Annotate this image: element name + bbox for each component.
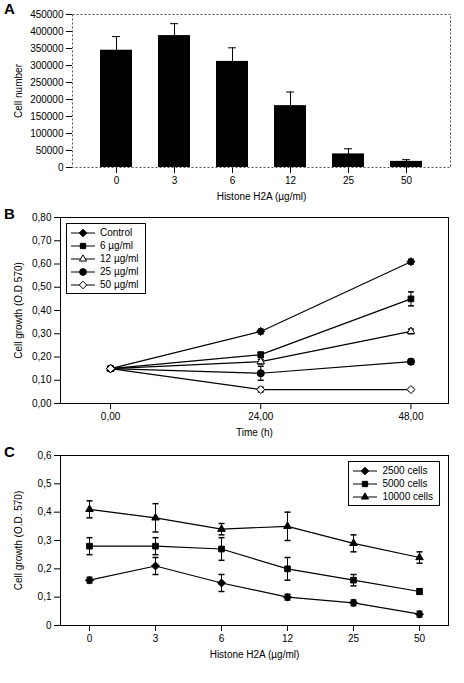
svg-text:0,5: 0,5 bbox=[38, 478, 52, 489]
svg-text:12: 12 bbox=[285, 175, 297, 186]
html-text:10000 cells: 10000 cells bbox=[382, 491, 433, 502]
svg-text:300000: 300000 bbox=[30, 60, 64, 71]
svg-text:0,1: 0,1 bbox=[38, 591, 52, 602]
svg-text:Time (h): Time (h) bbox=[236, 427, 273, 438]
svg-text:50: 50 bbox=[401, 175, 413, 186]
svg-text:0,00: 0,00 bbox=[32, 398, 52, 409]
svg-text:0,4: 0,4 bbox=[38, 506, 52, 517]
svg-text:24,00: 24,00 bbox=[248, 411, 273, 422]
svg-text:3: 3 bbox=[153, 633, 159, 644]
html-text:50 µg/ml: 50 µg/ml bbox=[100, 279, 139, 290]
svg-text:0,30: 0,30 bbox=[32, 328, 52, 339]
svg-text:400000: 400000 bbox=[30, 26, 64, 37]
svg-text:0,40: 0,40 bbox=[32, 305, 52, 316]
svg-text:Cell growth (O.D. 570): Cell growth (O.D. 570) bbox=[13, 491, 24, 590]
svg-text:Histone H2A (µg/ml): Histone H2A (µg/ml) bbox=[210, 649, 300, 660]
svg-text:Cell growth (O.D 570): Cell growth (O.D 570) bbox=[13, 262, 24, 359]
html-text:12 µg/ml: 12 µg/ml bbox=[100, 253, 139, 264]
svg-text:350000: 350000 bbox=[30, 43, 64, 54]
svg-text:450000: 450000 bbox=[30, 9, 64, 20]
svg-text:50: 50 bbox=[414, 633, 426, 644]
html-text:B: B bbox=[4, 205, 15, 222]
svg-text:25: 25 bbox=[343, 175, 355, 186]
svg-text:0,2: 0,2 bbox=[38, 563, 52, 574]
svg-text:250000: 250000 bbox=[30, 77, 64, 88]
html-text:25 µg/ml: 25 µg/ml bbox=[100, 266, 139, 277]
html-text:C: C bbox=[4, 443, 15, 460]
svg-text:0: 0 bbox=[87, 633, 93, 644]
svg-text:48,00: 48,00 bbox=[398, 411, 423, 422]
svg-text:Histone H2A (µg/ml): Histone H2A (µg/ml) bbox=[217, 191, 307, 202]
svg-text:0,80: 0,80 bbox=[32, 212, 52, 223]
svg-text:0,20: 0,20 bbox=[32, 351, 52, 362]
html-text:5000 cells: 5000 cells bbox=[382, 478, 428, 489]
svg-text:0: 0 bbox=[114, 175, 120, 186]
svg-text:150000: 150000 bbox=[30, 111, 64, 122]
svg-text:12: 12 bbox=[282, 633, 294, 644]
svg-text:0: 0 bbox=[46, 620, 52, 631]
svg-text:100000: 100000 bbox=[30, 128, 64, 139]
html-text:A: A bbox=[4, 0, 15, 17]
svg-text:6: 6 bbox=[219, 633, 225, 644]
svg-text:0,10: 0,10 bbox=[32, 374, 52, 385]
svg-text:50000: 50000 bbox=[36, 145, 64, 156]
svg-text:Cell number: Cell number bbox=[13, 63, 24, 118]
svg-text:0,6: 0,6 bbox=[38, 450, 52, 461]
svg-text:0,3: 0,3 bbox=[38, 535, 52, 546]
html-text:2500 cells: 2500 cells bbox=[382, 465, 428, 476]
svg-text:0: 0 bbox=[58, 162, 64, 173]
svg-text:3: 3 bbox=[172, 175, 178, 186]
svg-text:0,60: 0,60 bbox=[32, 258, 52, 269]
html-text:Control: Control bbox=[100, 227, 133, 238]
svg-text:0,70: 0,70 bbox=[32, 235, 52, 246]
svg-text:200000: 200000 bbox=[30, 94, 64, 105]
svg-text:0,50: 0,50 bbox=[32, 281, 52, 292]
svg-text:0,00: 0,00 bbox=[101, 411, 121, 422]
svg-text:25: 25 bbox=[348, 633, 360, 644]
html-text:6 µg/ml: 6 µg/ml bbox=[100, 240, 133, 251]
svg-text:6: 6 bbox=[230, 175, 236, 186]
